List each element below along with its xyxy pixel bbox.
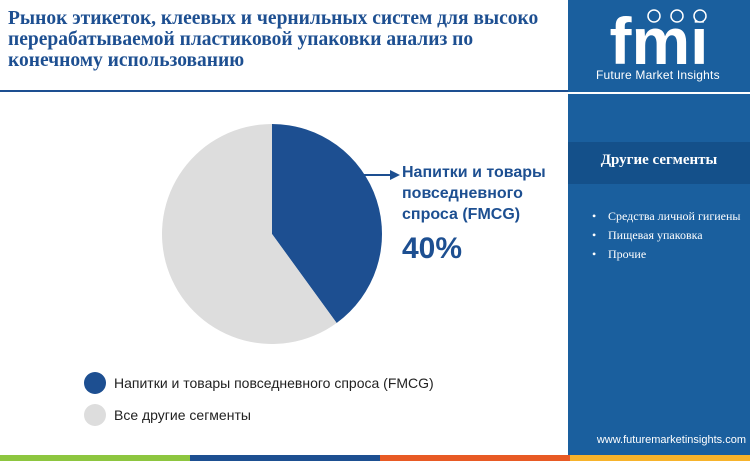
chart-title: Рынок этикеток, клеевых и чернильных сис… <box>8 8 539 71</box>
legend-label: Все другие сегменты <box>114 407 251 423</box>
bottom-bar-segment-blue <box>190 455 380 461</box>
fmi-logo: fmi <box>610 6 709 76</box>
bottom-bar-segment-green <box>0 455 190 461</box>
bullet-icon: • <box>592 209 597 223</box>
bullet-icon: • <box>592 228 597 242</box>
sidebar-divider <box>568 92 750 94</box>
legend-swatch <box>84 372 106 394</box>
segment-label: Средства личной гигиены <box>608 209 741 223</box>
callout-value: 40% <box>402 232 463 265</box>
pie-chart <box>162 124 400 344</box>
segment-label: Пищевая упаковка <box>608 228 703 242</box>
legend-swatch <box>84 404 106 426</box>
pie-slice-other <box>162 124 337 344</box>
callout-arrow <box>358 170 400 180</box>
legend-label: Напитки и товары повседневного спроса (F… <box>114 375 434 391</box>
bottom-color-bar <box>0 455 750 461</box>
website-url[interactable]: www.futuremarketinsights.com <box>596 434 746 446</box>
segment-label: Прочие <box>608 247 647 261</box>
bullet-icon: • <box>592 247 597 261</box>
segment-item: • Пищевая упаковка <box>592 227 742 244</box>
pie-slices <box>162 124 383 344</box>
sidebar-panel: fmi Future Market Insights Другие сегмен… <box>568 0 750 455</box>
bottom-bar-segment-orange <box>380 455 570 461</box>
bottom-bar-segment-yellow <box>570 455 750 461</box>
brand-name: Future Market Insights <box>596 68 720 82</box>
pie-slice-fmcg <box>272 124 383 323</box>
segment-item: • Прочие <box>592 246 742 263</box>
segments-list: • Средства личной гигиены • Пищевая упаков… <box>592 208 742 265</box>
title-divider <box>0 90 568 92</box>
segment-item: • Средства личной гигиены <box>592 208 742 225</box>
segments-header <box>568 142 750 184</box>
callout-label: Напитки и товары повседневного спроса (F… <box>402 164 546 223</box>
segments-title: Другие сегменты <box>600 152 718 168</box>
